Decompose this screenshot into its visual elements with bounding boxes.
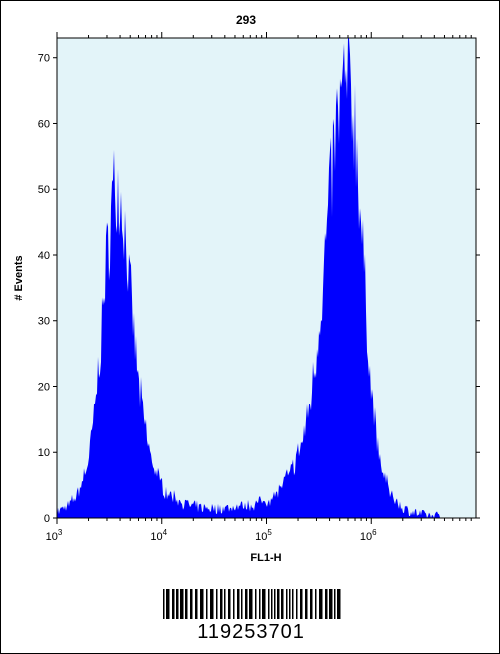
barcode-bar [245, 589, 248, 619]
barcode-bar [286, 589, 288, 619]
x-axis-label: FL1-H [250, 552, 281, 564]
barcode-bar [200, 589, 204, 619]
y-tick-label: 0 [44, 513, 50, 525]
y-tick-label: 30 [38, 316, 50, 328]
histogram-area [57, 38, 445, 518]
barcode-bar [289, 589, 291, 619]
barcode-bar [206, 589, 208, 619]
y-tick-label: 10 [38, 447, 50, 459]
barcode-bar [228, 589, 231, 619]
chart-title: 293 [236, 13, 256, 27]
barcode-bar [329, 589, 333, 619]
barcode-bar [163, 589, 165, 619]
barcode [163, 589, 341, 619]
barcode-bar [241, 589, 243, 619]
barcode-bar [337, 589, 341, 619]
barcode-bar [315, 589, 317, 619]
barcode-bar [180, 589, 184, 619]
barcode-bar [190, 589, 193, 619]
barcode-bar [281, 589, 284, 619]
y-axis-label: # Events [13, 255, 25, 300]
barcode-bar [319, 589, 323, 619]
barcode-bar [233, 589, 235, 619]
barcode-bar [166, 589, 170, 619]
y-tick-label: 40 [38, 250, 50, 262]
barcode-bar [300, 589, 303, 619]
barcode-bar [210, 589, 214, 619]
y-tick-label: 50 [38, 184, 50, 196]
y-axis: 0 10 20 30 40 50 60 70 [38, 53, 480, 525]
x-tick-label: 104 [150, 528, 167, 543]
barcode-bar [325, 589, 328, 619]
barcode-bar [255, 589, 257, 619]
x-tick-label: 105 [255, 528, 272, 543]
barcode-bar [277, 589, 280, 619]
x-tick-label: 103 [46, 528, 63, 543]
y-tick-label: 70 [38, 53, 50, 65]
barcode-bar [220, 589, 223, 619]
barcode-bar [237, 589, 240, 619]
barcode-bar [195, 589, 198, 619]
barcode-bar [274, 589, 276, 619]
x-tick-label: 106 [360, 528, 377, 543]
barcode-bar [296, 589, 298, 619]
barcode-bar [185, 589, 188, 619]
barcode-bar [262, 589, 266, 619]
barcode-bar [334, 589, 336, 619]
barcode-bar [224, 589, 226, 619]
barcode-bar [249, 589, 253, 619]
barcode-bar [268, 589, 270, 619]
y-tick-label: 20 [38, 381, 50, 393]
barcode-bar [172, 589, 175, 619]
barcode-bar [259, 589, 261, 619]
barcode-bar [292, 589, 294, 619]
x-axis: 103 104 105 106 [46, 32, 472, 543]
y-tick-label: 60 [38, 118, 50, 130]
barcode-bar [176, 589, 179, 619]
barcode-bar [310, 589, 313, 619]
barcode-bar [216, 589, 218, 619]
barcode-number: 119253701 [197, 621, 305, 643]
barcode-bar [271, 589, 273, 619]
barcode-bar [305, 589, 308, 619]
